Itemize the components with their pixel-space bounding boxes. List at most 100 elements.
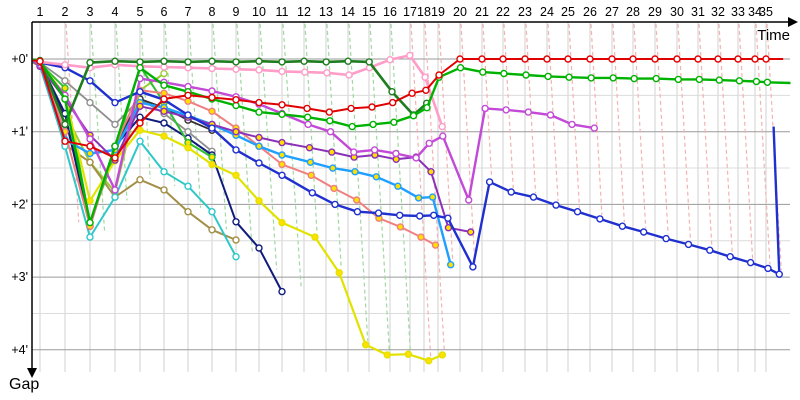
marker-orchid: [370, 146, 379, 154]
marker-cyan: [208, 207, 216, 216]
marker-orchid: [425, 139, 433, 148]
marker-sky-blue: [447, 261, 455, 269]
marker-salmon: [353, 196, 361, 204]
marker-cyan: [160, 167, 168, 176]
series-line-navy[interactable]: [32, 60, 283, 293]
marker-salmon: [417, 233, 425, 241]
marker-blue: [596, 215, 604, 223]
marker-green: [278, 110, 286, 119]
marker-yellow: [184, 143, 192, 152]
time-axis-label: Time: [757, 27, 790, 44]
marker-orchid: [392, 149, 400, 158]
marker-blue: [662, 234, 670, 243]
lap-tick-30: 30: [670, 5, 684, 19]
lap-tick-27: 27: [605, 5, 619, 19]
marker-red: [368, 103, 376, 111]
marker-cyan: [86, 233, 94, 241]
marker-green: [609, 74, 617, 82]
marker-violet: [232, 127, 240, 136]
marker-violet: [427, 167, 435, 176]
lap-tick-33: 33: [731, 5, 745, 19]
marker-khaki: [136, 175, 144, 184]
axes: [27, 17, 798, 378]
lap-tick-8: 8: [209, 5, 216, 19]
marker-orchid: [412, 154, 420, 162]
marker-forest-green: [232, 58, 240, 66]
marker-violet: [392, 155, 400, 164]
marker-blue: [529, 193, 538, 201]
marker-pink: [345, 71, 353, 79]
marker-blue: [208, 124, 216, 132]
marker-red: [435, 71, 443, 79]
lap-tick-6: 6: [161, 5, 168, 19]
series-line-sky-blue[interactable]: [32, 60, 452, 266]
marker-forest-green: [300, 57, 308, 65]
marker-red: [564, 55, 572, 63]
lap-tick-32: 32: [711, 5, 725, 19]
marker-blue: [232, 146, 240, 154]
marker-blue: [469, 263, 477, 271]
marker-red: [499, 55, 507, 63]
marker-salmon: [431, 241, 440, 249]
marker-green: [715, 76, 723, 84]
marker-red: [36, 57, 44, 65]
marker-forest-green: [388, 87, 396, 96]
marker-red: [325, 108, 333, 116]
marker-sky-blue: [329, 164, 337, 172]
lap-tick-3: 3: [87, 5, 94, 19]
marker-yellow: [255, 197, 263, 205]
marker-green: [255, 108, 263, 116]
marker-lime: [61, 84, 69, 92]
marker-yellow: [362, 341, 370, 349]
lap-tick-9: 9: [233, 5, 240, 19]
series-red[interactable]: [32, 55, 784, 162]
marker-blue: [255, 159, 263, 167]
marker-pink: [255, 66, 263, 74]
marker-forest-green: [208, 57, 216, 65]
marker-green: [695, 75, 703, 84]
marker-green: [86, 218, 94, 227]
marker-khaki: [208, 226, 216, 234]
marker-blue: [430, 211, 438, 220]
marker-green: [763, 78, 772, 87]
marker-green: [409, 111, 418, 120]
marker-blue: [573, 207, 582, 216]
marker-blue: [86, 77, 94, 85]
gap-axis-arrow-icon: [27, 368, 37, 378]
marker-orchid: [465, 196, 473, 204]
marker-navy: [278, 287, 286, 296]
marker-gray: [111, 120, 119, 129]
gap-tick-labels: +0' +1' +2' +3' +4': [11, 52, 28, 357]
series-pink[interactable]: [32, 51, 446, 131]
marker-blue: [618, 222, 627, 230]
lap-tick-10: 10: [252, 5, 266, 19]
series-forest-green[interactable]: [32, 56, 431, 129]
marker-navy: [160, 119, 168, 127]
marker-sky-blue: [394, 182, 402, 190]
marker-green: [674, 75, 682, 84]
marker-yellow: [383, 351, 391, 359]
series-line-blue[interactable]: [32, 59, 781, 276]
marker-red: [408, 89, 416, 97]
marker-red: [208, 93, 216, 102]
lap-tick-13: 13: [319, 5, 333, 19]
series-green[interactable]: [32, 57, 791, 227]
marker-blue: [353, 207, 362, 216]
series-orchid[interactable]: [32, 59, 598, 204]
marker-sky-blue: [306, 158, 315, 166]
marker-orchid: [546, 111, 555, 119]
marker-blue: [396, 211, 404, 220]
marker-orchid: [590, 124, 598, 132]
marker-violet: [255, 133, 263, 142]
marker-navy: [136, 113, 144, 121]
marker-lime: [208, 153, 216, 161]
lap-tick-7: 7: [185, 5, 192, 19]
marker-yellow: [438, 351, 446, 359]
marker-red: [184, 91, 192, 100]
marker-red: [255, 98, 263, 107]
marker-blue: [507, 188, 515, 196]
marker-blue: [416, 212, 424, 220]
marker-red: [278, 101, 286, 109]
marker-green: [390, 118, 398, 126]
marker-salmon: [160, 89, 168, 97]
